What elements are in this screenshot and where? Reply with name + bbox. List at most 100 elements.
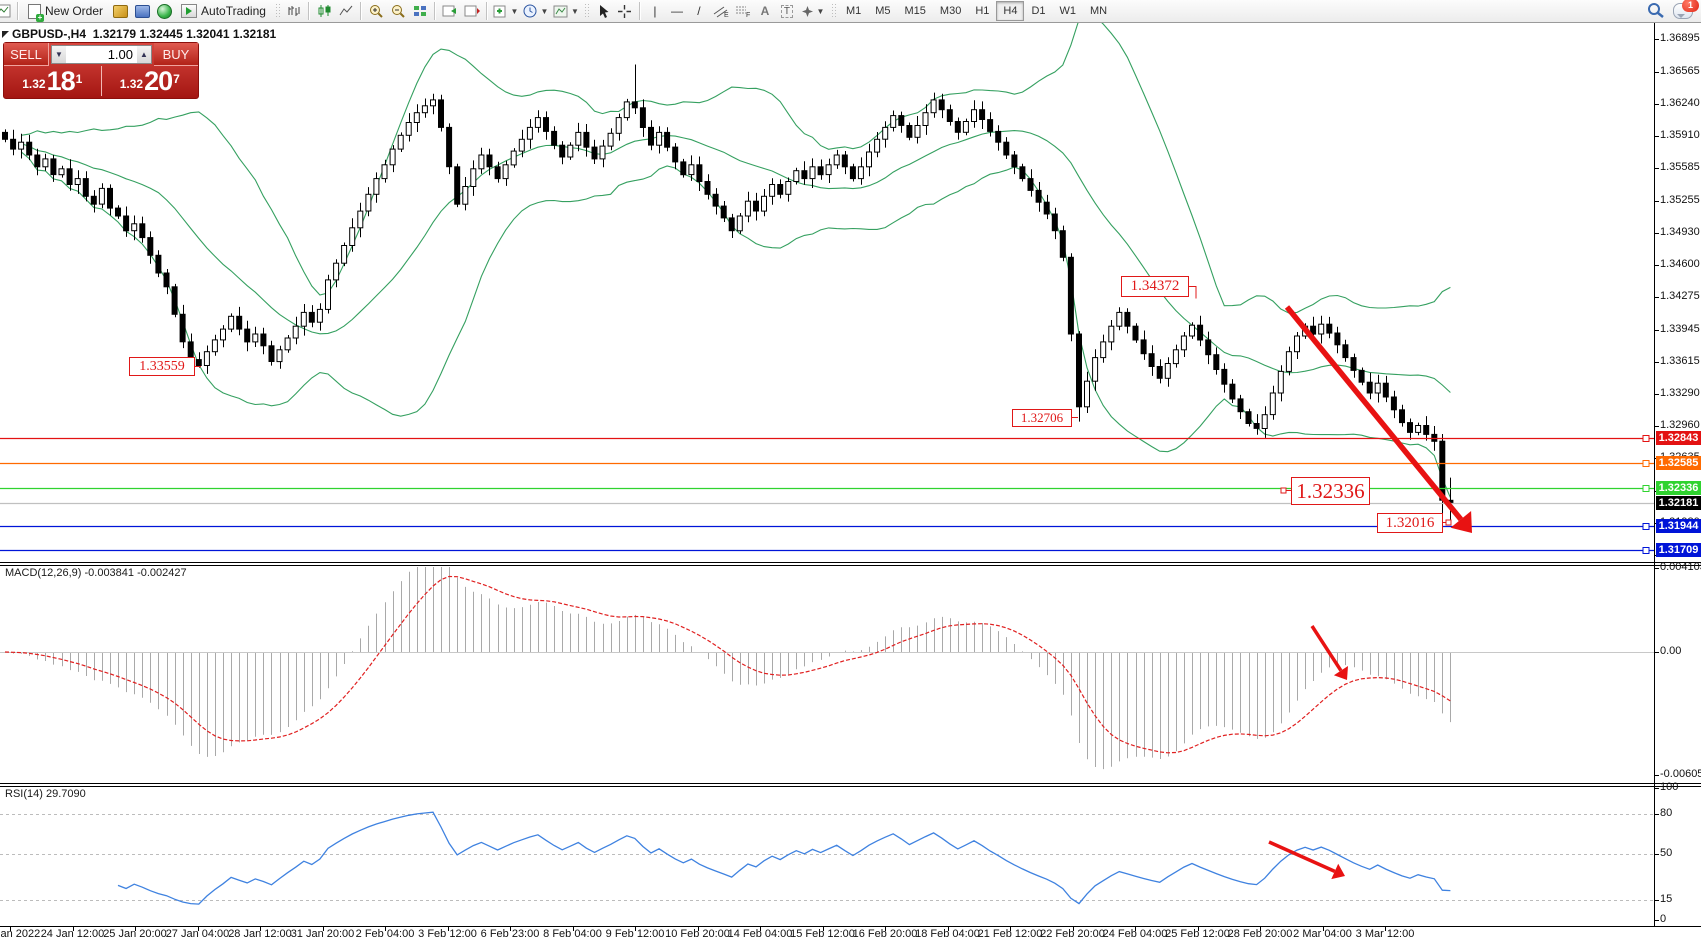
navigator-icon[interactable] [153,2,175,20]
line-chart-icon[interactable] [335,2,357,20]
toolbar-grip[interactable] [583,3,589,19]
price-level-tag: 1.32336 [1656,480,1701,495]
sell-price[interactable]: 1.32 18 1 [4,66,102,96]
timeframe-m1[interactable]: M1 [845,5,862,17]
macd-value-1: -0.003841 [84,567,135,579]
candles [2,64,1454,525]
price-level-tag: 1.32843 [1656,431,1701,445]
buy-price-small: 1.32 [119,77,144,91]
price-axis-tick: 1.32960 [1660,419,1700,432]
price-axis-tick: 1.34930 [1660,225,1700,238]
time-axis-label: 16 Feb 20:00 [852,928,918,940]
new-order-label: New Order [45,4,104,18]
time-axis-label: 6 Feb 23:00 [480,928,540,940]
price-axis-tick: 1.36240 [1660,96,1700,109]
timeframe-w1[interactable]: W1 [1059,5,1077,17]
rsi-axis-tick: 15 [1660,893,1673,906]
time-axis-label: 3 Mar 12:00 [1355,928,1415,940]
market-watch-icon[interactable] [109,2,131,20]
price-axis-tick: 1.33290 [1660,387,1700,400]
time-axis-label: 21 Feb 12:00 [977,928,1043,940]
time-axis-label: 31 Jan 20:00 [290,928,355,940]
trendline-icon[interactable]: / [697,4,701,18]
price-axis-tick: 1.35585 [1660,161,1700,174]
chat-icon[interactable]: 1 [1673,0,1699,19]
price-callout[interactable]: 1.34372 [1121,276,1189,297]
price-axis-tick: 1.33945 [1660,322,1700,335]
fibonacci-icon[interactable]: F [732,2,754,20]
timeframe-d1[interactable]: D1 [1031,5,1046,17]
search-icon[interactable] [1647,2,1665,21]
auto-scroll-icon[interactable] [439,2,461,20]
zoom-out-icon[interactable] [387,2,409,20]
timeframe-m15[interactable]: M15 [904,5,926,17]
price-axis-tick: 1.36895 [1660,32,1700,45]
price-level-tag: 1.31709 [1656,542,1701,557]
timeframe-mn[interactable]: MN [1090,5,1108,17]
profiles-clock-dropdown[interactable]: ▼ [521,2,551,20]
chart-frame [0,22,1701,931]
toolbar-grip[interactable] [274,3,280,19]
trend-arrows[interactable] [1268,305,1472,880]
price-axis-tick: 1.33615 [1660,355,1700,368]
one-click-trading-panel: SELL ▼ ▲ BUY 1.32 18 1 1.32 20 7 [3,42,199,99]
autotrading-label: AutoTrading [201,4,266,18]
price-level-tag: 1.32585 [1656,456,1701,471]
crosshair-icon[interactable] [614,2,636,20]
bollinger-bands [20,12,1451,498]
time-axis-label: 10 Feb 20:00 [665,928,730,940]
new-order-icon: + [28,3,44,22]
timeframe-h1[interactable]: H1 [975,5,990,17]
notification-badge[interactable]: 1 [1682,0,1699,12]
volume-box: ▼ ▲ [51,45,152,64]
buy-button[interactable]: BUY [154,43,198,66]
horizontal-line-icon[interactable]: — [670,4,683,18]
timeframe-m30[interactable]: M30 [939,5,962,17]
data-window-icon[interactable] [131,2,153,20]
price-level-tag: 1.31944 [1656,519,1701,534]
price-callout[interactable]: 1.33559 [129,357,195,376]
time-axis-label: 24 Feb 04:00 [1102,928,1168,940]
candlestick-chart-icon[interactable] [313,2,335,20]
price-axis-tick: 1.34275 [1660,290,1700,303]
macd-axis-tick: 0.004103 [1660,561,1701,574]
tile-windows-icon[interactable] [409,2,431,20]
time-axis-label: 2 Mar 04:00 [1293,928,1352,940]
rsi-axis-tick: 80 [1660,807,1673,820]
chart-shift-icon[interactable] [461,2,483,20]
arrows-shapes-dropdown[interactable]: ▼ [798,2,828,20]
toolbar-grip[interactable] [830,3,836,19]
price-callout[interactable]: 1.32016 [1377,513,1443,533]
sell-button[interactable]: SELL [4,43,49,66]
bar-chart-icon[interactable] [283,2,305,20]
rsi-level-lines [0,814,1654,901]
zoom-in-icon[interactable] [365,2,387,20]
price-level-lines[interactable] [0,435,1654,554]
text-label-icon[interactable]: T [776,2,798,20]
volume-increase-button[interactable]: ▲ [137,46,151,63]
timeframe-h4[interactable]: H4 [996,1,1025,21]
timeframe-m5[interactable]: M5 [875,5,891,17]
new-chart-dropdown[interactable]: ▼ [491,2,521,20]
volume-decrease-button[interactable]: ▼ [52,46,66,63]
time-axis-label: 2 Feb 04:00 [355,928,415,940]
price-axis-tick: 1.34600 [1660,258,1700,271]
time-axis-label: 22 Feb 20:00 [1040,928,1105,940]
new-order-button[interactable]: + New Order [22,0,109,22]
chart-corner-icon [2,31,9,38]
templates-dropdown[interactable]: ▼ [551,2,581,20]
time-axis-label: 28 Jan 12:00 [228,928,292,940]
price-callout[interactable]: 1.32336 [1291,477,1370,505]
price-callout[interactable]: 1.32706 [1012,409,1072,427]
volume-input[interactable] [66,46,137,63]
chart-title: GBPUSD-,H4 1.32179 1.32445 1.32041 1.321… [12,27,276,41]
text-icon[interactable]: A [760,4,770,18]
cursor-icon[interactable] [592,2,614,20]
vertical-line-icon[interactable]: | [653,4,657,18]
autotrading-button[interactable]: AutoTrading [175,0,272,22]
chart-window-icon[interactable] [0,2,14,20]
buy-price[interactable]: 1.32 20 7 [102,66,199,96]
equidistant-channel-icon[interactable]: E [710,2,732,20]
